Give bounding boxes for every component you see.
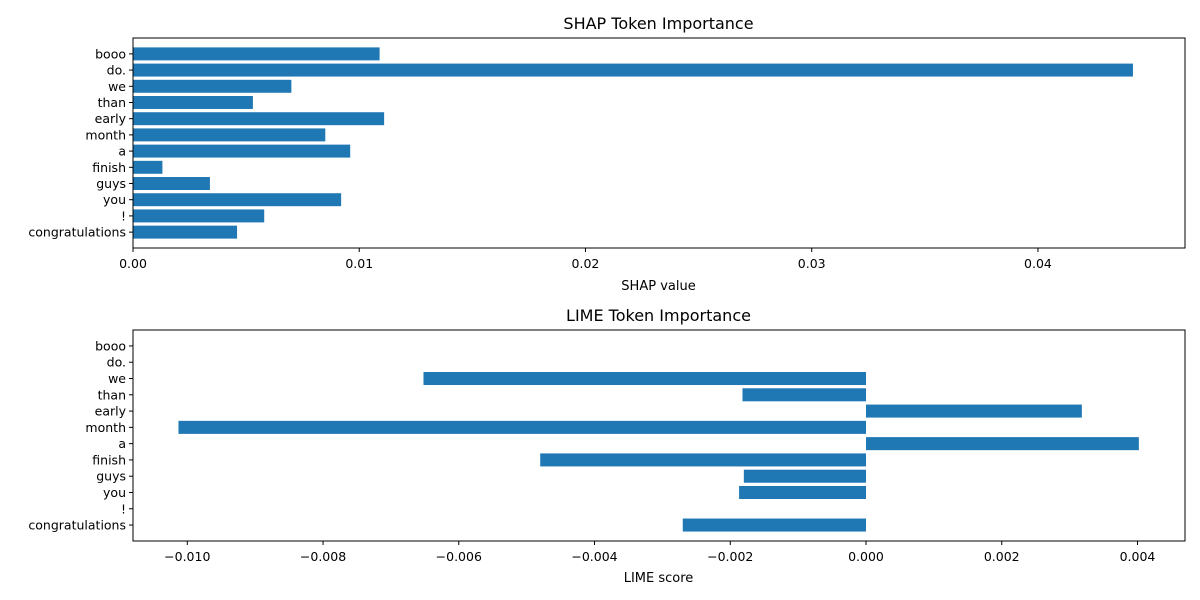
lime-bar-5 bbox=[866, 437, 1139, 451]
shap-y-tick-label: do. bbox=[107, 63, 126, 78]
shap-bar-3 bbox=[133, 177, 210, 190]
lime-chart: LIME Token Importance congratulations!yo… bbox=[28, 306, 1186, 586]
lime-axes-frame bbox=[132, 329, 1186, 542]
lime-y-tick-label: month bbox=[85, 420, 126, 435]
shap-y-tick-label: booo bbox=[95, 46, 126, 61]
shap-chart: SHAP Token Importance congratulations!yo… bbox=[28, 14, 1186, 294]
shap-bar-2 bbox=[133, 193, 342, 207]
lime-y-tick-label: we bbox=[108, 371, 126, 386]
lime-y-tick-label: a bbox=[118, 436, 126, 451]
lime-y-tick-label: early bbox=[95, 404, 127, 419]
lime-bar-6 bbox=[178, 420, 867, 434]
shap-y-tick-label: we bbox=[108, 79, 126, 94]
lime-x-tick-label: −0.004 bbox=[571, 549, 617, 564]
shap-bar-6 bbox=[133, 128, 326, 142]
lime-bar-3 bbox=[743, 469, 867, 483]
shap-bar-0 bbox=[133, 225, 238, 239]
lime-x-tick-label: 0.000 bbox=[848, 549, 884, 564]
lime-y-tick-label: finish bbox=[92, 452, 126, 467]
shap-x-axis-label: SHAP value bbox=[621, 279, 695, 294]
lime-x-tick-label: 0.004 bbox=[1120, 549, 1156, 564]
lime-y-tick-label: ! bbox=[121, 501, 126, 516]
lime-y-tick-label: guys bbox=[96, 469, 126, 484]
shap-x-tick-label: 0.04 bbox=[1024, 256, 1052, 271]
shap-y-tick-label: a bbox=[118, 144, 126, 159]
shap-bar-11 bbox=[133, 47, 380, 61]
shap-y-tick-label: you bbox=[103, 192, 126, 207]
lime-x-tick-label: 0.002 bbox=[984, 549, 1020, 564]
lime-bar-7 bbox=[866, 404, 1082, 418]
lime-y-tick-label: do. bbox=[107, 355, 126, 370]
lime-bar-8 bbox=[742, 388, 867, 402]
lime-x-tick-label: −0.006 bbox=[436, 549, 482, 564]
shap-y-tick-label: early bbox=[95, 111, 127, 126]
shap-bar-1 bbox=[133, 209, 265, 223]
shap-y-tick-label: month bbox=[85, 127, 126, 142]
shap-y-tick-label: finish bbox=[92, 160, 126, 175]
shap-x-tick-label: 0.01 bbox=[345, 256, 373, 271]
lime-y-tick-label: than bbox=[98, 387, 126, 402]
lime-bar-9 bbox=[423, 372, 867, 386]
shap-bar-8 bbox=[133, 96, 253, 109]
lime-chart-title: LIME Token Importance bbox=[566, 306, 751, 325]
shap-y-tick-label: guys bbox=[96, 176, 126, 191]
shap-bar-5 bbox=[133, 144, 351, 158]
lime-y-tick-label: you bbox=[103, 485, 126, 500]
shap-bar-4 bbox=[133, 160, 163, 174]
lime-x-tick-label: −0.008 bbox=[300, 549, 346, 564]
shap-x-tick-label: 0.03 bbox=[798, 256, 826, 271]
lime-x-tick-label: −0.002 bbox=[707, 549, 753, 564]
lime-x-tick-label: −0.010 bbox=[164, 549, 210, 564]
shap-x-tick-label: 0.00 bbox=[119, 256, 147, 271]
shap-axes-frame bbox=[132, 37, 1186, 249]
lime-y-tick-label: booo bbox=[95, 338, 126, 353]
lime-x-axis-label: LIME score bbox=[624, 571, 694, 586]
lime-bar-4 bbox=[540, 453, 867, 467]
shap-y-tick-label: than bbox=[98, 95, 126, 110]
shap-bar-7 bbox=[133, 112, 385, 126]
shap-chart-title: SHAP Token Importance bbox=[563, 14, 753, 33]
shap-y-tick-label: congratulations bbox=[28, 225, 126, 240]
shap-bar-10 bbox=[133, 63, 1133, 77]
shap-bar-9 bbox=[133, 79, 292, 93]
lime-y-tick-label: congratulations bbox=[28, 518, 126, 533]
shap-x-tick-label: 0.02 bbox=[572, 256, 600, 271]
lime-bar-2 bbox=[739, 485, 867, 499]
shap-y-tick-label: ! bbox=[121, 208, 126, 223]
lime-bar-0 bbox=[682, 518, 867, 532]
